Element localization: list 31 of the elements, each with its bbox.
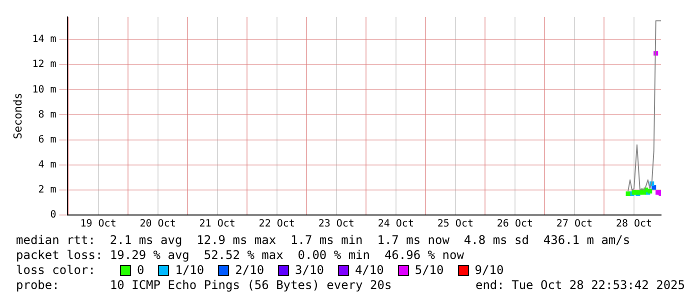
y-tick-label: 14 m bbox=[32, 34, 56, 46]
text: packet loss: 19.29 % avg 52.52 % max 0.00 % min 46.96 % now bbox=[16, 248, 465, 263]
text: probe: 10 ICMP Echo Pings (56 Bytes) every 20s bbox=[16, 278, 392, 293]
text: median rtt: 2.1 ms avg 12.9 ms max 1.7 ms min 1.7 ms now 4.8 ms sd 436.1 m am/s bbox=[16, 233, 632, 248]
y-tick-label: 12 m bbox=[32, 59, 56, 70]
y-tick-label: 8 m bbox=[38, 109, 56, 120]
y-tick-label: 6 m bbox=[38, 134, 56, 146]
y-tick-label: 0 bbox=[50, 210, 56, 221]
x-tick-label: 28 Oct bbox=[616, 218, 652, 230]
legend-label: 9/10 bbox=[474, 263, 504, 278]
y-tick-label: 2 m bbox=[38, 184, 56, 196]
x-tick-label: 22 Oct bbox=[258, 218, 295, 230]
y-tick-label: 10 m bbox=[32, 84, 56, 96]
y-axis-title: Seconds bbox=[11, 92, 24, 140]
x-tick-label: 24 Oct bbox=[378, 218, 414, 230]
legend-label: 1/10 bbox=[175, 263, 204, 278]
x-tick-label: 19 Oct bbox=[80, 218, 116, 230]
x-tick-label: 21 Oct bbox=[199, 218, 236, 230]
x-tick-label: 27 Oct bbox=[556, 218, 593, 230]
y-tick-label: 4 m bbox=[38, 159, 56, 170]
x-tick-label: 25 Oct bbox=[437, 218, 474, 230]
legend-label: 4/10 bbox=[354, 263, 384, 278]
legend-label: 5/10 bbox=[414, 263, 444, 278]
legend-label: 0 bbox=[137, 263, 144, 278]
legend-label: 2/10 bbox=[235, 263, 264, 278]
legend-title: loss color: bbox=[16, 263, 96, 278]
x-tick-label: 23 Oct bbox=[318, 218, 354, 230]
text: end: Tue Oct 28 22:53:42 2025 bbox=[475, 278, 685, 293]
legend-label: 3/10 bbox=[295, 263, 324, 278]
x-tick-label: 20 Oct bbox=[140, 218, 176, 230]
x-tick-label: 26 Oct bbox=[496, 218, 534, 230]
